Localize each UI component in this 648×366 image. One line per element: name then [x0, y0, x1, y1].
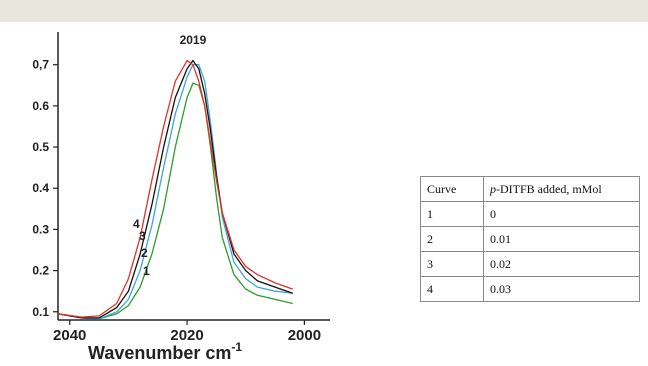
legend-row: 1 0 [420, 201, 640, 227]
x-tick-label: 2040 [53, 327, 86, 344]
series-line-1 [57, 82, 293, 320]
legend-cell-curve: 4 [420, 276, 484, 302]
legend-row: 3 0.02 [420, 251, 640, 277]
curve-label-1: 1 [143, 264, 150, 278]
top-band [0, 0, 648, 22]
legend-row: 2 0.01 [420, 226, 640, 252]
peak-label: 2019 [180, 33, 207, 47]
y-tick-label: 0.4 [32, 181, 49, 195]
x-tick-label: 2000 [288, 327, 321, 344]
legend-cell-amount: 0.02 [483, 251, 640, 277]
legend-header-row: Curve p-DITFB added, mMol [420, 176, 640, 202]
curve-label-2: 2 [141, 246, 148, 260]
x-axis-title-unit: -1 [231, 340, 243, 354]
y-tick-label: 0.1 [32, 305, 49, 319]
y-tick-label: 0.2 [32, 264, 49, 278]
legend-header-italic: p [490, 181, 496, 196]
x-tick-label: 2020 [170, 327, 203, 344]
legend-header-rest: -DITFB added, mMol [496, 181, 602, 196]
ir-spectrum-chart: 0.1 0.2 0.3 0.4 0.5 0.6 0,7 2040 2020 2000 1 2 34 201… [32, 32, 330, 344]
y-tick-label: 0.6 [32, 99, 49, 113]
y-tick-label: 0.3 [32, 222, 49, 236]
legend-cell-curve: 3 [420, 251, 484, 277]
curve-label-3: 3 [139, 229, 146, 243]
x-axis-title: Wavenumber cm-1 [88, 340, 243, 364]
legend-cell-curve: 2 [420, 226, 484, 252]
x-axis-title-text: Wavenumber cm [88, 343, 232, 363]
legend-cell-amount: 0.01 [483, 226, 640, 252]
series-line-3 [57, 59, 293, 319]
legend-cell-amount: 0.03 [483, 276, 640, 302]
legend-header-added: p-DITFB added, mMol [483, 176, 640, 202]
legend-table: Curve p-DITFB added, mMol 1 0 2 0.01 3 0… [420, 176, 640, 302]
legend-cell-curve: 1 [420, 201, 484, 227]
y-tick-label: 0,7 [32, 58, 49, 72]
legend-row: 4 0.03 [420, 276, 640, 302]
legend-header-curve: Curve [420, 176, 484, 202]
y-tick-label: 0.5 [32, 140, 49, 154]
curve-label-4: 4 [133, 217, 140, 231]
series-line-4 [57, 59, 293, 318]
legend-cell-amount: 0 [483, 201, 640, 227]
